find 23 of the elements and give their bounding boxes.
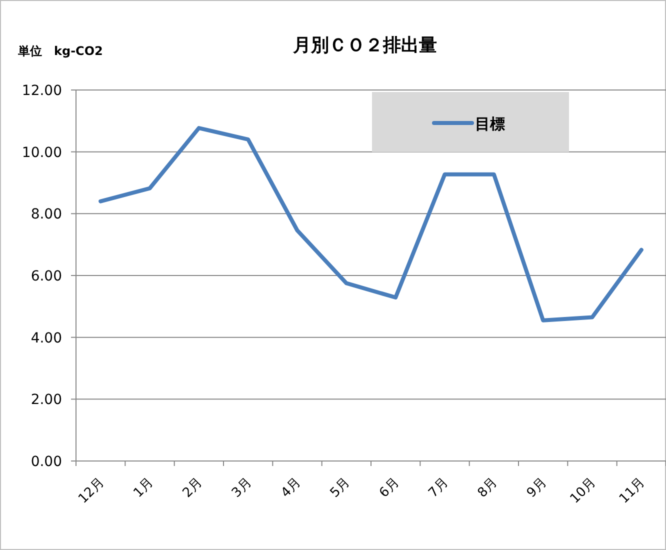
x-tick-label: 2月: [180, 475, 206, 501]
x-tick-label: 4月: [278, 475, 304, 501]
legend-label: 目標: [475, 115, 505, 133]
x-tick-label: 10月: [568, 475, 600, 507]
x-tick-label: 7月: [426, 475, 452, 501]
y-tick-label: 12.00: [22, 83, 62, 99]
x-tick-label: 11月: [616, 475, 648, 507]
x-tick-label: 8月: [475, 475, 501, 501]
y-tick-label: 6.00: [30, 268, 62, 284]
chart-title: 月別ＣＯ２排出量: [292, 35, 437, 56]
x-tick-label: 3月: [229, 475, 255, 501]
x-tick-label: 5月: [328, 475, 354, 501]
x-tick-label: 1月: [130, 475, 157, 501]
x-tick-label: 9月: [524, 475, 550, 501]
x-tick-label: 6月: [376, 475, 402, 501]
y-tick-label: 8.00: [30, 206, 62, 223]
legend: 目標: [372, 92, 569, 152]
y-axis-title: 単位 kg-CO2: [17, 44, 103, 58]
y-tick-label: 2.00: [30, 392, 62, 408]
y-tick-label: 10.00: [22, 144, 62, 161]
y-tick-label: 0.00: [30, 454, 62, 470]
x-tick-label: 12月: [76, 475, 108, 507]
y-tick-label: 4.00: [30, 330, 62, 346]
